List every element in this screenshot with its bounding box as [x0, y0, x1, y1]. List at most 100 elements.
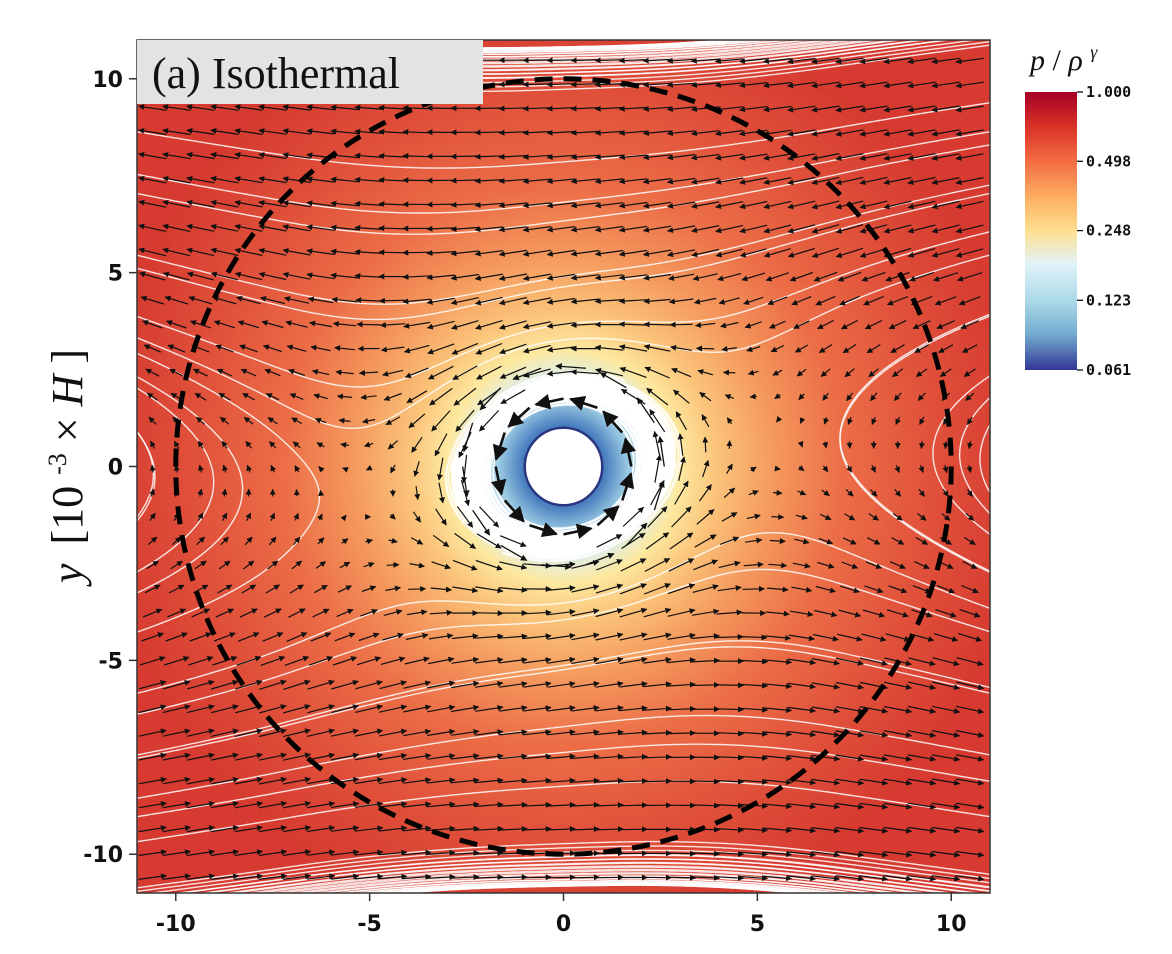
velocity-arrow — [642, 201, 672, 209]
velocity-arrow — [292, 441, 301, 449]
velocity-arrow — [499, 729, 528, 736]
velocity-arrow — [402, 273, 431, 280]
velocity-arrow — [354, 176, 383, 183]
velocity-arrow — [767, 296, 788, 306]
velocity-arrow — [339, 561, 351, 569]
velocity-arrow — [931, 850, 961, 858]
velocity-arrow — [835, 778, 865, 786]
velocity-arrow — [138, 247, 167, 257]
velocity-arrow — [726, 440, 733, 449]
velocity-arrow — [355, 297, 382, 304]
velocity-arrow — [330, 176, 359, 183]
velocity-arrow — [862, 609, 886, 618]
velocity-arrow — [191, 608, 211, 618]
velocity-arrow — [244, 536, 253, 546]
velocity-arrow — [643, 298, 671, 305]
velocity-arrow — [260, 295, 285, 305]
velocity-arrow — [234, 728, 263, 737]
velocity-arrow — [931, 730, 961, 738]
velocity-arrow — [967, 440, 974, 450]
velocity-arrow — [763, 200, 792, 210]
velocity-arrow — [870, 465, 876, 473]
velocity-arrow — [162, 127, 191, 136]
velocity-arrow — [149, 440, 156, 449]
velocity-arrow — [210, 873, 240, 880]
velocity-arrow — [282, 873, 312, 880]
velocity-arrow — [666, 106, 696, 113]
velocity-arrow — [546, 322, 576, 329]
velocity-arrow — [888, 320, 907, 330]
velocity-arrow — [690, 130, 720, 137]
velocity-arrow — [811, 153, 840, 161]
velocity-arrow — [667, 201, 696, 209]
velocity-arrow — [955, 81, 984, 89]
velocity-arrow — [618, 129, 648, 136]
velocity-arrow — [667, 874, 696, 881]
velocity-arrow — [859, 200, 888, 210]
velocity-arrow — [571, 680, 600, 688]
velocity-arrow — [358, 369, 379, 376]
velocity-arrow — [844, 513, 856, 521]
velocity-arrow — [643, 273, 671, 281]
velocity-arrow — [522, 178, 552, 185]
velocity-arrow — [162, 801, 191, 809]
velocity-arrow — [835, 153, 864, 161]
velocity-arrow — [382, 369, 404, 377]
velocity-arrow — [787, 827, 817, 834]
velocity-arrow — [340, 514, 347, 522]
velocity-arrow — [764, 634, 792, 641]
velocity-arrow — [618, 298, 648, 305]
velocity-arrow — [931, 81, 960, 89]
velocity-arrow — [236, 655, 262, 666]
velocity-arrow — [475, 680, 504, 688]
velocity-arrow — [380, 346, 405, 353]
y-axis-label: y [10 -3 × H ] — [27, 349, 92, 587]
velocity-arrow — [258, 728, 287, 738]
velocity-arrow — [667, 583, 696, 595]
velocity-arrow — [331, 296, 358, 303]
velocity-arrow — [378, 128, 407, 135]
streamline — [137, 430, 155, 519]
streamline — [175, 854, 990, 893]
velocity-arrow — [188, 295, 213, 305]
velocity-arrow — [811, 247, 839, 258]
velocity-arrow — [475, 849, 504, 856]
velocity-arrow — [739, 58, 768, 65]
velocity-arrow — [138, 223, 167, 232]
velocity-arrow — [146, 560, 160, 570]
velocity-arrow — [763, 105, 792, 113]
velocity-arrow — [883, 730, 913, 738]
velocity-arrow — [499, 633, 528, 640]
velocity-arrow — [714, 57, 744, 64]
velocity-arrow — [139, 655, 166, 666]
velocity-arrow — [817, 319, 834, 330]
velocity-arrow — [835, 81, 864, 89]
velocity-arrow — [330, 873, 360, 880]
velocity-arrow — [354, 776, 384, 785]
velocity-arrow — [186, 127, 215, 135]
velocity-arrow — [308, 656, 334, 666]
velocity-arrow — [380, 656, 406, 665]
velocity-arrow — [450, 874, 480, 881]
velocity-arrow — [594, 249, 624, 257]
velocity-arrow — [931, 200, 960, 210]
velocity-arrow — [454, 532, 476, 549]
velocity-arrow — [915, 368, 928, 377]
velocity-arrow — [570, 129, 600, 136]
velocity-arrow — [787, 706, 816, 714]
velocity-arrow — [162, 873, 191, 880]
velocity-arrow — [330, 224, 359, 231]
velocity-arrow — [450, 226, 480, 233]
velocity-arrow — [452, 365, 478, 381]
velocity-arrow — [426, 873, 456, 880]
velocity-arrow — [453, 387, 477, 406]
velocity-arrow — [763, 58, 792, 65]
velocity-arrow — [818, 344, 833, 354]
velocity-arrow — [261, 320, 284, 329]
velocity-arrow — [258, 176, 287, 184]
x-tick-label: -10 — [156, 912, 196, 937]
velocity-arrow — [746, 345, 761, 353]
velocity-arrow — [426, 825, 456, 832]
velocity-arrow — [334, 632, 356, 642]
velocity-arrow — [334, 345, 355, 352]
